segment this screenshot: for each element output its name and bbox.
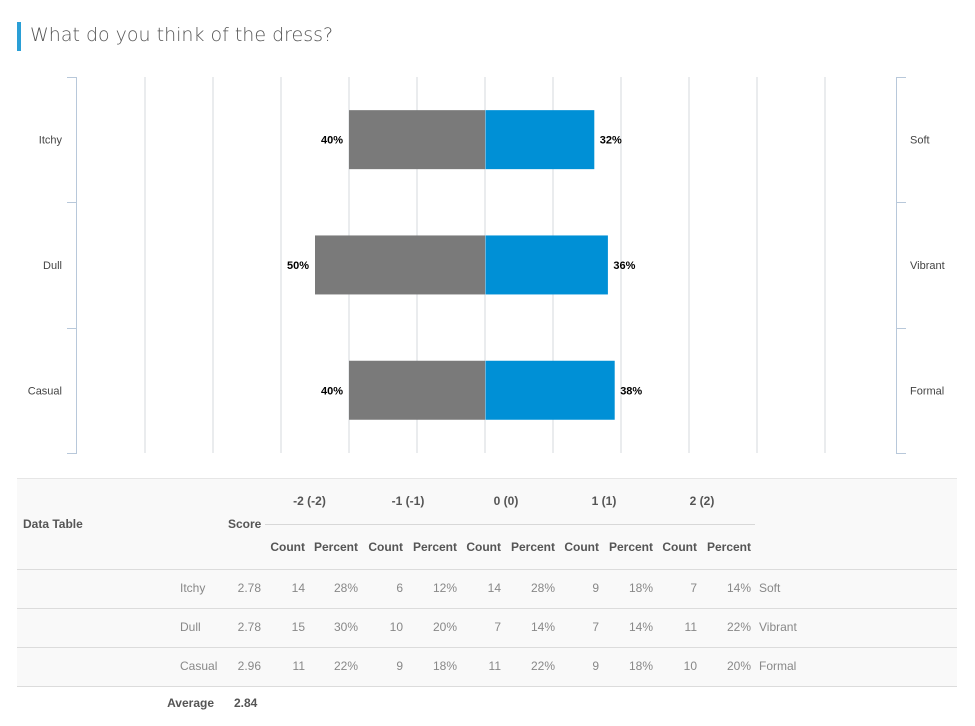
bar-negative (349, 110, 485, 170)
row-label-right: Formal (759, 659, 797, 673)
percent-cell: 14% (726, 581, 751, 595)
count-header: Count (662, 540, 697, 554)
likert-chart: 40% 32% Itchy Soft 50% 36% Dull Vibrant 40% 38% Ca… (28, 77, 945, 454)
row-label-left: Casual (180, 659, 218, 673)
percent-header: Percent (313, 540, 358, 554)
page-title: What do you think of the dress? (30, 24, 334, 46)
count-cell: 9 (592, 581, 599, 595)
category-label-right: Vibrant (910, 260, 945, 272)
percent-cell: 18% (628, 659, 653, 673)
data-table: Data Table Score -2 (-2) Count Percent -1 (… (17, 478, 957, 710)
percent-cell: 30% (333, 620, 358, 634)
group-header: -1 (-1) (391, 494, 425, 508)
count-cell: 14 (291, 581, 305, 595)
bar-positive (485, 360, 615, 420)
percent-cell: 22% (726, 620, 751, 634)
data-table-title: Data Table (23, 517, 83, 531)
count-cell: 15 (291, 620, 305, 634)
row-label-left: Itchy (180, 581, 206, 595)
group-header: -2 (-2) (293, 494, 326, 508)
category-label-right: Soft (910, 135, 930, 147)
count-cell: 11 (684, 620, 697, 634)
bar-negative (315, 235, 485, 295)
row-score: 2.96 (237, 659, 261, 673)
group-header: 1 (1) (591, 494, 617, 508)
count-header: Count (466, 540, 501, 554)
row-label-right: Vibrant (759, 620, 797, 634)
row-divider (17, 647, 957, 648)
row-label-right: Soft (759, 581, 781, 595)
category-label-left: Dull (43, 260, 62, 272)
bar-positive (485, 110, 595, 170)
percent-header: Percent (412, 540, 457, 554)
percent-cell: 22% (530, 659, 555, 673)
bar-label-positive: 36% (613, 260, 635, 272)
count-cell: 10 (389, 620, 403, 634)
count-header: Count (368, 540, 403, 554)
percent-cell: 18% (432, 659, 457, 673)
category-label-left: Casual (28, 385, 62, 397)
count-cell: 6 (396, 581, 403, 595)
count-cell: 7 (494, 620, 501, 634)
percent-cell: 20% (432, 620, 457, 634)
count-cell: 9 (592, 659, 599, 673)
count-cell: 11 (292, 659, 305, 673)
count-header: Count (270, 540, 305, 554)
score-header: Score (228, 517, 262, 531)
bar-label-negative: 40% (321, 385, 343, 397)
category-label-left: Itchy (39, 135, 63, 147)
title-accent (17, 22, 21, 51)
row-score: 2.78 (237, 581, 261, 595)
bar-positive (485, 235, 608, 295)
row-divider (17, 569, 957, 570)
count-cell: 9 (396, 659, 403, 673)
bar-negative (349, 360, 485, 420)
row-divider (17, 608, 957, 609)
percent-cell: 20% (726, 659, 751, 673)
percent-cell: 28% (530, 581, 555, 595)
count-header: Count (564, 540, 599, 554)
count-cell: 11 (488, 659, 501, 673)
row-label-left: Dull (180, 620, 201, 634)
percent-header: Percent (510, 540, 555, 554)
count-cell: 7 (690, 581, 697, 595)
count-cell: 10 (683, 659, 697, 673)
percent-cell: 22% (333, 659, 358, 673)
percent-cell: 14% (628, 620, 653, 634)
percent-cell: 14% (530, 620, 555, 634)
row-divider (17, 686, 957, 687)
average-value: 2.84 (234, 696, 258, 710)
bar-label-positive: 38% (620, 385, 642, 397)
bar-label-negative: 40% (321, 135, 343, 147)
percent-cell: 28% (333, 581, 358, 595)
header-divider (265, 524, 755, 525)
category-label-right: Formal (910, 385, 944, 397)
count-cell: 14 (487, 581, 501, 595)
count-cell: 7 (592, 620, 599, 634)
percent-header: Percent (608, 540, 653, 554)
percent-cell: 12% (432, 581, 457, 595)
row-score: 2.78 (237, 620, 261, 634)
bar-label-positive: 32% (600, 135, 622, 147)
average-label: Average (167, 696, 214, 710)
bar-label-negative: 50% (287, 260, 309, 272)
percent-header: Percent (706, 540, 751, 554)
percent-cell: 18% (628, 581, 653, 595)
group-header: 0 (0) (493, 494, 519, 508)
group-header: 2 (2) (689, 494, 715, 508)
